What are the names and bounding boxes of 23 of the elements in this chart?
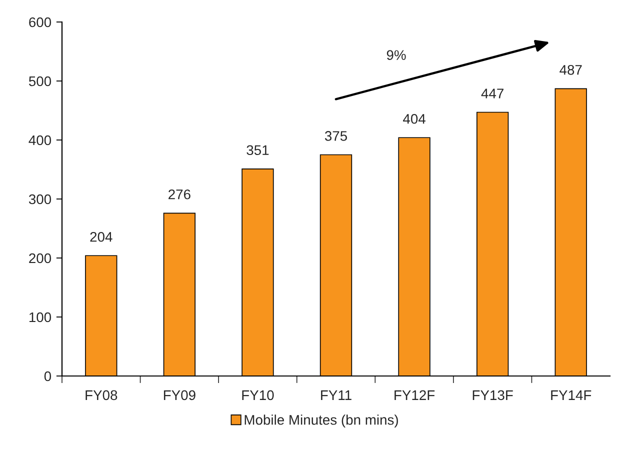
data-label: 447 [481,88,504,98]
x-tick-label: FY09 [164,390,196,400]
data-label: 204 [90,232,112,242]
x-tick-label: FY14F [551,390,592,400]
y-tick-label: 100 [29,312,52,322]
data-label: 404 [403,114,426,124]
x-tick-label: FY13F [472,390,513,400]
y-tick-label: 400 [28,135,52,146]
data-label: 375 [324,131,348,141]
x-tick-label: FY08 [86,390,118,400]
data-label: 276 [168,189,190,200]
x-tick-label: FY10 [242,390,274,400]
x-tick-label: FY11 [321,390,352,400]
annotation: 9% [386,50,406,60]
y-tick-label: 300 [28,194,52,204]
x-tick-label: FY12F [394,390,435,400]
data-label: 351 [246,145,269,156]
y-tick-label: 500 [28,76,52,86]
legend-label: Mobile Minutes (bn mins) [244,414,398,428]
data-label: 487 [560,64,582,75]
y-tick-label: 600 [29,17,52,28]
y-tick-label: 200 [29,253,52,264]
y-tick-label: 0 [44,371,52,382]
